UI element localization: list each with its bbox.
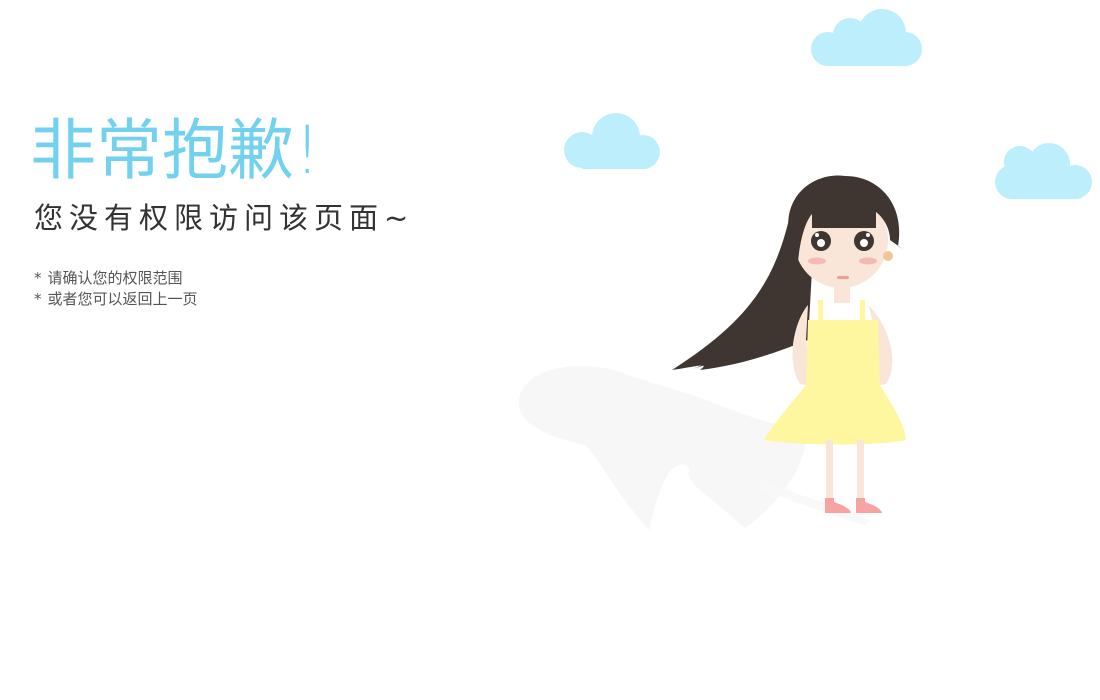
tip-bullet: * bbox=[34, 269, 42, 287]
shoes-shape bbox=[825, 498, 882, 513]
shadow-shape bbox=[518, 365, 870, 530]
tip-item-confirm-permission: * 请确认您的权限范围 bbox=[34, 268, 198, 289]
tips-list: * 请确认您的权限范围 * 或者您可以返回上一页 bbox=[34, 268, 198, 310]
tip-text-confirm-permission: 请确认您的权限范围 bbox=[47, 269, 183, 287]
dress-shape bbox=[764, 300, 906, 445]
legs-shape bbox=[826, 440, 864, 500]
go-back-link[interactable]: 或者您可以返回上一页 bbox=[47, 290, 198, 308]
cloud-icon bbox=[811, 9, 922, 66]
crying-girl-illustration bbox=[518, 9, 1092, 530]
tip-bullet: * bbox=[34, 290, 42, 308]
page-title: 非常抱歉! bbox=[30, 112, 321, 189]
tip-item-go-back[interactable]: * 或者您可以返回上一页 bbox=[34, 289, 198, 310]
hair-shape bbox=[672, 215, 812, 370]
cloud-icon bbox=[995, 143, 1092, 199]
cloud-icon bbox=[564, 113, 660, 169]
head-shape bbox=[788, 175, 904, 303]
error-subtitle: 您没有权限访问该页面~ bbox=[34, 201, 415, 235]
